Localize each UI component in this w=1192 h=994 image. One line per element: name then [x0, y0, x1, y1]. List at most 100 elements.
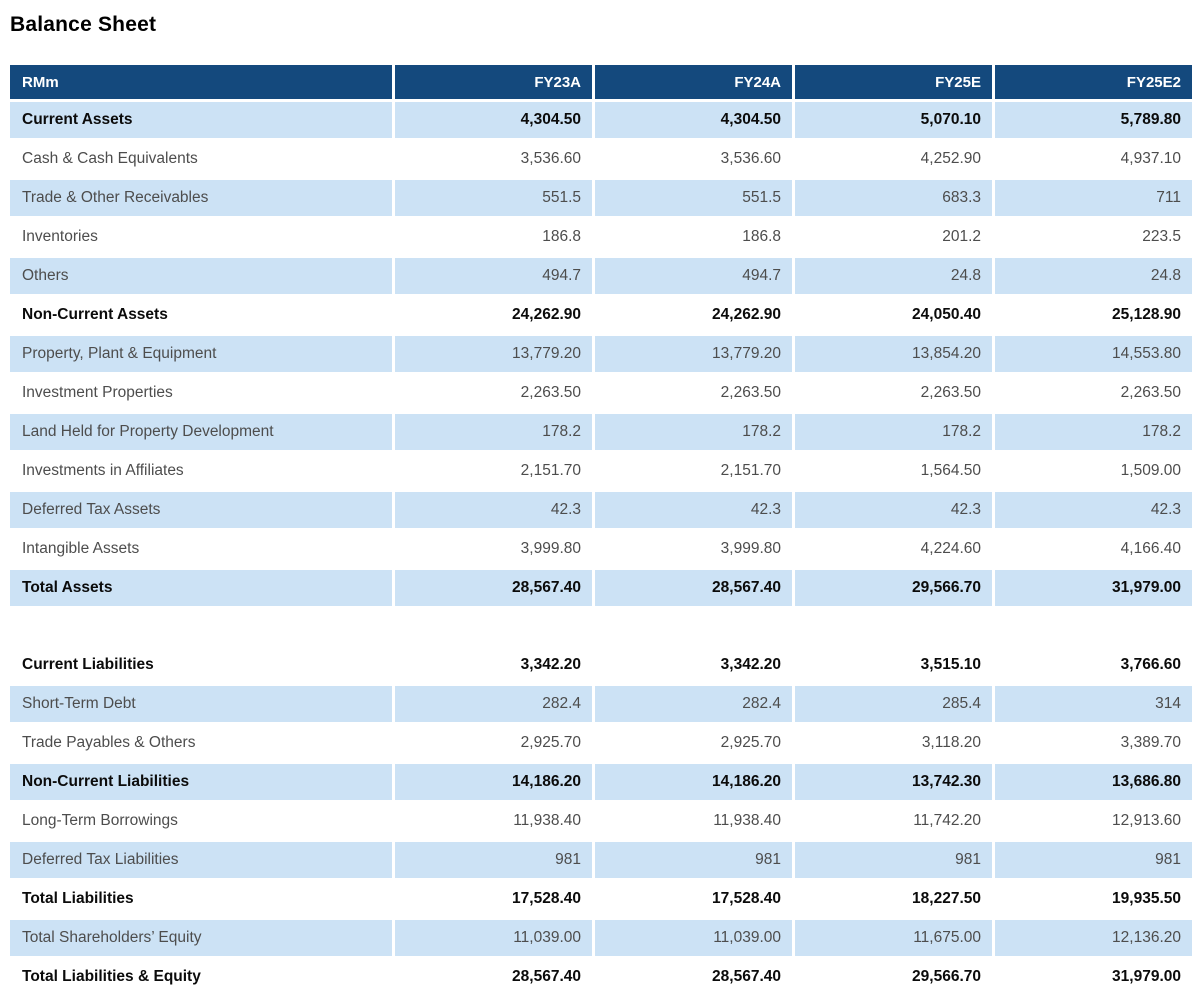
row-value: 4,937.10	[992, 141, 1192, 178]
row-value: 11,675.00	[792, 920, 992, 957]
row-value: 2,263.50	[392, 375, 592, 412]
row-label: Total Liabilities	[10, 881, 392, 918]
row-value: 981	[592, 842, 792, 879]
row-value: 2,151.70	[592, 453, 792, 490]
row-label: Current Liabilities	[10, 647, 392, 684]
row-label: Cash & Cash Equivalents	[10, 141, 392, 178]
row-label: Current Assets	[10, 102, 392, 139]
row-value: 178.2	[792, 414, 992, 451]
row-value: 981	[792, 842, 992, 879]
row-value: 3,342.20	[592, 647, 792, 684]
row-value: 28,567.40	[592, 959, 792, 994]
table-row: Intangible Assets 3,999.80 3,999.80 4,224.6…	[10, 531, 1192, 568]
row-value: 3,536.60	[392, 141, 592, 178]
balance-sheet-table: RMm FY23A FY24A FY25E FY25E2 Current Ass…	[10, 62, 1192, 994]
row-label: Total Liabilities & Equity	[10, 959, 392, 994]
row-value: 3,342.20	[392, 647, 592, 684]
row-value: 31,979.00	[992, 570, 1192, 607]
row-value: 3,536.60	[592, 141, 792, 178]
row-value: 2,925.70	[592, 725, 792, 762]
row-value: 14,186.20	[592, 764, 792, 801]
column-header-fy24a: FY24A	[592, 65, 792, 100]
row-label: Total Assets	[10, 570, 392, 607]
row-value: 14,186.20	[392, 764, 592, 801]
spacer-cell	[10, 609, 1192, 645]
table-row: Total Shareholders’ Equity 11,039.00 11,03…	[10, 920, 1192, 957]
row-value: 2,263.50	[792, 375, 992, 412]
row-value: 201.2	[792, 219, 992, 256]
table-row: Deferred Tax Assets 42.3 42.3 42.3 42.3	[10, 492, 1192, 529]
table-row: Total Assets 28,567.40 28,567.40 29,566.70 3…	[10, 570, 1192, 607]
row-value: 4,252.90	[792, 141, 992, 178]
row-value: 4,304.50	[392, 102, 592, 139]
row-value: 285.4	[792, 686, 992, 723]
row-label: Trade & Other Receivables	[10, 180, 392, 217]
row-label: Total Shareholders’ Equity	[10, 920, 392, 957]
row-value: 178.2	[592, 414, 792, 451]
row-value: 5,070.10	[792, 102, 992, 139]
table-row: Trade Payables & Others 2,925.70 2,925.70 3…	[10, 725, 1192, 762]
table-row: Total Liabilities & Equity 28,567.40 28,56…	[10, 959, 1192, 994]
row-label: Trade Payables & Others	[10, 725, 392, 762]
column-header-fy25e: FY25E	[792, 65, 992, 100]
column-header-fy25e2: FY25E2	[992, 65, 1192, 100]
row-label: Intangible Assets	[10, 531, 392, 568]
row-value: 1,509.00	[992, 453, 1192, 490]
row-value: 13,742.30	[792, 764, 992, 801]
row-value: 223.5	[992, 219, 1192, 256]
row-value: 42.3	[792, 492, 992, 529]
row-value: 11,938.40	[592, 803, 792, 840]
row-value: 19,935.50	[992, 881, 1192, 918]
table-row: Investments in Affiliates 2,151.70 2,151.7…	[10, 453, 1192, 490]
row-value: 282.4	[392, 686, 592, 723]
table-body: Current Assets 4,304.50 4,304.50 5,070.10 5,…	[10, 102, 1192, 994]
row-value: 5,789.80	[992, 102, 1192, 139]
table-header-row: RMm FY23A FY24A FY25E FY25E2	[10, 65, 1192, 100]
row-value: 11,039.00	[592, 920, 792, 957]
row-value: 3,999.80	[592, 531, 792, 568]
row-label: Property, Plant & Equipment	[10, 336, 392, 373]
row-value: 42.3	[592, 492, 792, 529]
row-value: 4,166.40	[992, 531, 1192, 568]
row-value: 981	[392, 842, 592, 879]
row-value: 13,854.20	[792, 336, 992, 373]
row-value: 178.2	[392, 414, 592, 451]
row-value: 28,567.40	[392, 959, 592, 994]
row-value: 17,528.40	[592, 881, 792, 918]
row-value: 178.2	[992, 414, 1192, 451]
row-value: 3,515.10	[792, 647, 992, 684]
table-row: Trade & Other Receivables 551.5 551.5 683.3…	[10, 180, 1192, 217]
row-value: 13,779.20	[392, 336, 592, 373]
row-value: 4,304.50	[592, 102, 792, 139]
table-row: Cash & Cash Equivalents 3,536.60 3,536.60 4…	[10, 141, 1192, 178]
row-value: 12,136.20	[992, 920, 1192, 957]
row-value: 29,566.70	[792, 570, 992, 607]
row-label: Non-Current Assets	[10, 297, 392, 334]
row-value: 981	[992, 842, 1192, 879]
column-header-fy23a: FY23A	[392, 65, 592, 100]
row-value: 3,766.60	[992, 647, 1192, 684]
row-label: Inventories	[10, 219, 392, 256]
row-value: 29,566.70	[792, 959, 992, 994]
row-value: 494.7	[592, 258, 792, 295]
table-row: Total Liabilities 17,528.40 17,528.40 18,22…	[10, 881, 1192, 918]
table-row: Others 494.7 494.7 24.8 24.8	[10, 258, 1192, 295]
row-value: 282.4	[592, 686, 792, 723]
page-title: Balance Sheet	[10, 13, 157, 36]
row-value: 2,263.50	[992, 375, 1192, 412]
row-label: Deferred Tax Liabilities	[10, 842, 392, 879]
row-value: 3,389.70	[992, 725, 1192, 762]
table-row: Deferred Tax Liabilities 981 981 981 981	[10, 842, 1192, 879]
row-value: 24.8	[792, 258, 992, 295]
table-row: Property, Plant & Equipment 13,779.20 13,7…	[10, 336, 1192, 373]
table-row: Current Liabilities 3,342.20 3,342.20 3,515…	[10, 647, 1192, 684]
row-value: 28,567.40	[592, 570, 792, 607]
row-value: 42.3	[992, 492, 1192, 529]
row-value: 186.8	[592, 219, 792, 256]
row-value: 42.3	[392, 492, 592, 529]
table-row: Inventories 186.8 186.8 201.2 223.5	[10, 219, 1192, 256]
row-label: Deferred Tax Assets	[10, 492, 392, 529]
row-value: 11,742.20	[792, 803, 992, 840]
table-row: Current Assets 4,304.50 4,304.50 5,070.10 5,…	[10, 102, 1192, 139]
table-row: Short-Term Debt 282.4 282.4 285.4 314	[10, 686, 1192, 723]
